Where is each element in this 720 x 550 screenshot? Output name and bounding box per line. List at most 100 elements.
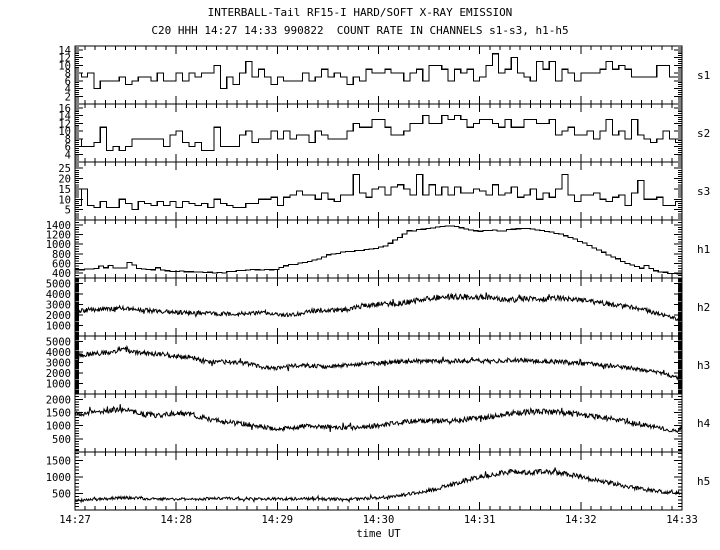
channel-label-h5: h5 (697, 475, 710, 488)
y-tick-label: 8 (65, 134, 71, 146)
y-tick-label: 15 (58, 184, 71, 196)
x-tick-label: 14:30 (363, 514, 395, 526)
y-tick-label: 2000 (46, 310, 71, 322)
y-tick-label: 1200 (46, 230, 71, 242)
y-tick-label: 10 (58, 126, 71, 138)
x-axis-label: time UT (356, 528, 401, 540)
major-ticks (74, 278, 683, 336)
y-tick-label: 6 (65, 142, 71, 154)
panel-h5: 500 1000 1500 h5 (46, 449, 710, 511)
panel-frame (74, 451, 683, 511)
y-tick-label: 25 (58, 163, 71, 175)
major-ticks (74, 336, 683, 394)
y-tick-label: 800 (52, 249, 71, 261)
series-h3 (75, 344, 682, 381)
minor-ticks (75, 393, 682, 453)
y-tick-label: 1000 (46, 320, 71, 332)
y-tick-label: 3000 (46, 299, 71, 311)
panel-frame (74, 277, 683, 337)
y-tick-label: 5 (65, 205, 71, 217)
x-tick-label: 14:33 (666, 514, 698, 526)
y-tick-label: 600 (52, 259, 71, 271)
major-ticks (74, 162, 683, 220)
channel-label-s3: s3 (697, 185, 710, 198)
y-tick-label: 3000 (46, 357, 71, 369)
series-s2 (75, 115, 682, 151)
y-tick-label: 2 (65, 91, 71, 103)
panel-frame (74, 103, 683, 163)
series-h1 (75, 225, 682, 275)
x-tick-label: 14:31 (464, 514, 496, 526)
y-tick-label: 2000 (46, 368, 71, 380)
channel-label-h1: h1 (697, 243, 710, 256)
chart-title: INTERBALL-Tail RF15-I HARD/SOFT X-RAY EM… (207, 6, 513, 19)
y-tick-label: 1500 (46, 455, 71, 467)
panel-frame (74, 161, 683, 221)
channel-label-h2: h2 (697, 301, 710, 314)
y-tick-label: 4 (65, 149, 71, 161)
y-tick-label: 12 (58, 118, 71, 130)
y-tick-label: 4 (65, 84, 71, 96)
x-tick-label: 14:32 (565, 514, 597, 526)
series-h4 (75, 404, 682, 433)
series-h5 (75, 467, 682, 504)
y-tick-label: 14 (58, 111, 71, 123)
channel-label-s2: s2 (697, 127, 710, 140)
y-tick-label: 10 (58, 194, 71, 206)
y-tick-label: 1000 (46, 378, 71, 390)
y-tick-label: 1000 (46, 472, 71, 484)
panel-frame (74, 45, 683, 105)
y-tick-label: 14 (58, 45, 71, 57)
major-ticks (74, 394, 683, 452)
series-h2 (75, 292, 682, 323)
x-tick-label: 14:27 (59, 514, 91, 526)
y-tick-label: 400 (52, 268, 71, 280)
panel-frame (74, 219, 683, 279)
y-tick-label: 500 (52, 434, 71, 446)
y-tick-label: 10 (58, 60, 71, 72)
y-tick-label: 4000 (46, 289, 71, 301)
y-tick-label: 6 (65, 76, 71, 88)
channel-label-s1: s1 (697, 69, 710, 82)
minor-ticks (75, 449, 682, 511)
y-tick-label: 5000 (46, 336, 71, 348)
y-tick-label: 1500 (46, 407, 71, 419)
channel-label-h3: h3 (697, 359, 710, 372)
major-ticks (74, 452, 683, 510)
series-s1 (75, 53, 682, 90)
major-ticks (74, 104, 683, 162)
y-tick-label: 4000 (46, 347, 71, 359)
y-tick-label: 12 (58, 53, 71, 65)
y-tick-label: 20 (58, 174, 71, 186)
chart-subtitle: C20 HHH 14:27 14:33 990822 COUNT RATE IN… (151, 24, 569, 37)
minor-ticks (75, 103, 682, 163)
y-tick-label: 1000 (46, 239, 71, 251)
minor-ticks (75, 161, 682, 221)
x-tick-label: 14:29 (262, 514, 294, 526)
y-tick-label: 2000 (46, 394, 71, 406)
series-s3 (75, 173, 682, 211)
y-tick-label: 5000 (46, 278, 71, 290)
channel-label-h4: h4 (697, 417, 711, 430)
y-tick-label: 1000 (46, 421, 71, 433)
y-tick-label: 16 (58, 103, 71, 115)
major-ticks (74, 46, 683, 104)
major-ticks (74, 220, 683, 278)
x-tick-label: 14:28 (160, 514, 192, 526)
minor-ticks (75, 45, 682, 105)
y-tick-label: 8 (65, 68, 71, 80)
y-tick-label: 1400 (46, 220, 71, 232)
y-tick-label: 500 (52, 488, 71, 500)
panel-frame (74, 393, 683, 453)
minor-ticks (75, 277, 682, 337)
minor-ticks (75, 219, 682, 279)
